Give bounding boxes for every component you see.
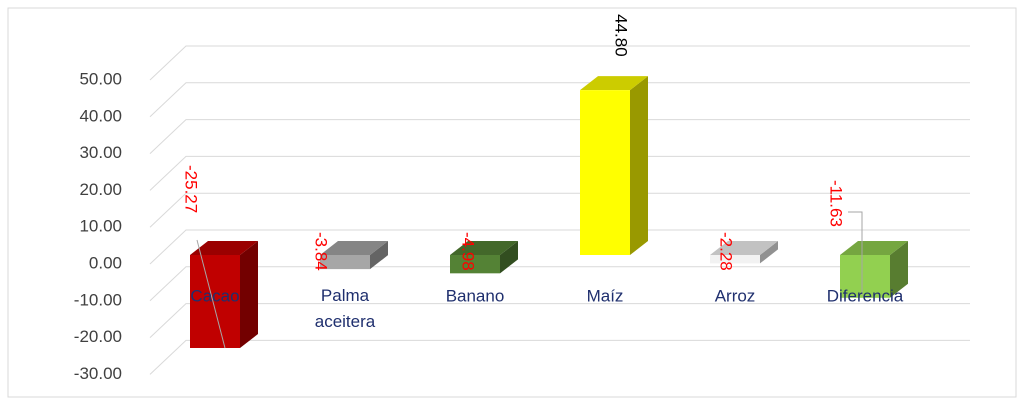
y-tick-label: 0.00 bbox=[89, 253, 122, 272]
bar-front bbox=[710, 255, 760, 264]
grid-line bbox=[149, 192, 970, 228]
grid-line bbox=[149, 303, 970, 338]
bar bbox=[190, 241, 258, 348]
bar-side bbox=[760, 241, 778, 264]
y-tick-label: 50.00 bbox=[79, 69, 122, 88]
y-tick-label: 30.00 bbox=[79, 143, 122, 162]
bar-side bbox=[370, 241, 388, 270]
bar bbox=[580, 76, 648, 255]
x-tick-label: Palma aceitera bbox=[315, 286, 376, 331]
x-tick-label: Cacao bbox=[190, 286, 239, 305]
grid-line bbox=[149, 119, 970, 154]
x-tick-label: Maíz bbox=[587, 286, 624, 305]
y-tick-label: -10.00 bbox=[74, 290, 122, 309]
bar-front bbox=[320, 255, 370, 270]
value-label: -11.63 bbox=[827, 180, 846, 227]
bar bbox=[840, 241, 908, 298]
x-tick-label: Arroz bbox=[715, 286, 756, 305]
bar-top bbox=[320, 241, 388, 255]
bar-side bbox=[630, 76, 648, 255]
bar-front bbox=[840, 255, 890, 298]
grid-line bbox=[149, 339, 970, 375]
leader-line bbox=[196, 239, 226, 349]
grid-line bbox=[149, 266, 970, 302]
value-label: -3.84 bbox=[312, 232, 331, 271]
bar-side bbox=[500, 241, 518, 274]
leader-line bbox=[848, 211, 863, 295]
bar-top bbox=[450, 241, 518, 255]
bar-top bbox=[710, 241, 778, 255]
chart-frame bbox=[7, 7, 1017, 398]
bar bbox=[320, 241, 388, 270]
y-tick-label: 20.00 bbox=[79, 180, 122, 199]
bar-front bbox=[190, 255, 240, 348]
value-label: -25.27 bbox=[182, 165, 201, 213]
grid-line bbox=[149, 229, 970, 265]
y-tick-label: 10.00 bbox=[79, 217, 122, 236]
x-tick-label-line: aceitera bbox=[315, 312, 376, 331]
bar-top bbox=[840, 241, 908, 255]
bar-front bbox=[580, 90, 630, 255]
value-label: -4.98 bbox=[459, 232, 478, 271]
value-label: 44.80 bbox=[612, 14, 631, 57]
grid-line bbox=[149, 155, 970, 191]
grid-line bbox=[149, 82, 970, 118]
x-tick-label: Diferencia bbox=[827, 286, 904, 305]
y-tick-label: -20.00 bbox=[74, 327, 122, 346]
bar bbox=[450, 241, 518, 274]
y-tick-label: -30.00 bbox=[74, 364, 122, 383]
grid-line bbox=[149, 45, 970, 81]
y-tick-label: 40.00 bbox=[79, 106, 122, 125]
bar-top bbox=[190, 241, 258, 255]
bar-side bbox=[890, 241, 908, 298]
bar-side bbox=[240, 241, 258, 348]
x-tick-label: Banano bbox=[446, 286, 505, 305]
bar-top bbox=[580, 76, 648, 91]
bar bbox=[710, 241, 778, 264]
bar-front bbox=[450, 255, 500, 274]
x-tick-label-line: Palma bbox=[321, 286, 370, 305]
value-label: -2.28 bbox=[717, 232, 736, 271]
